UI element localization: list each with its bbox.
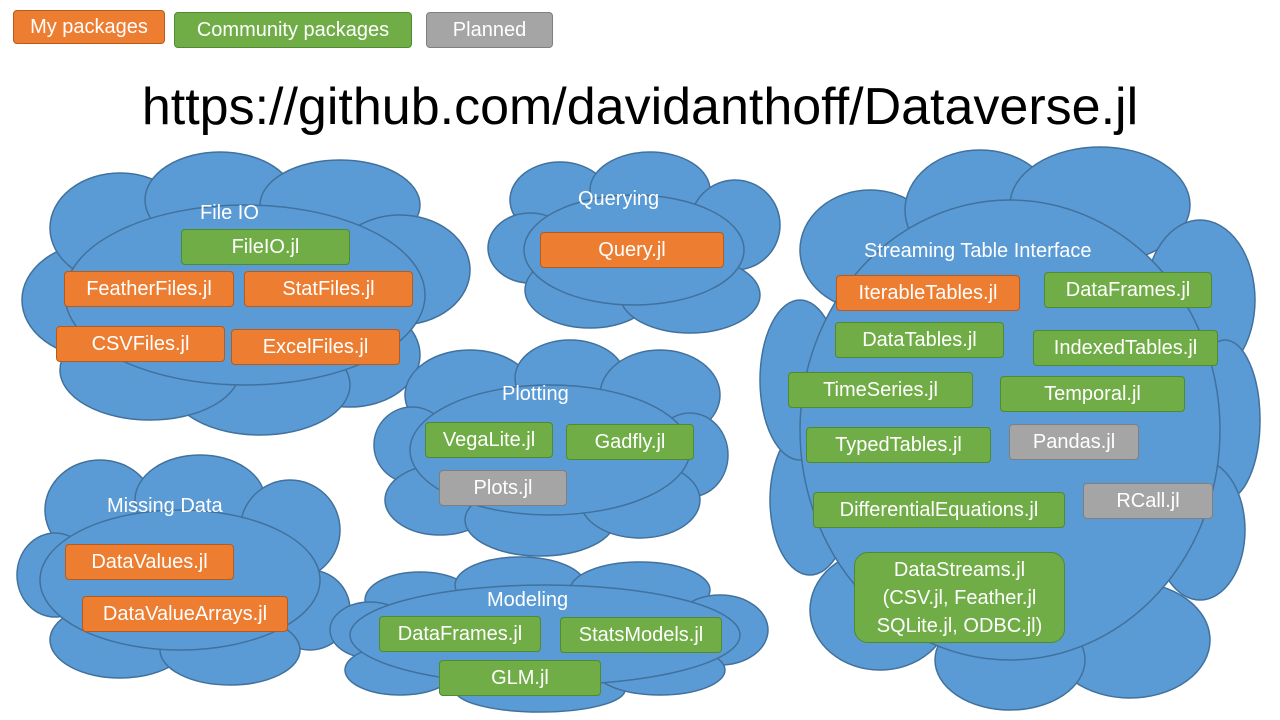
legend-planned: Planned <box>426 12 553 48</box>
datastreams-line-2: (CSV.jl, Feather.jl <box>882 586 1037 609</box>
fileio-title: File IO <box>200 202 259 224</box>
package-query: Query.jl <box>540 232 724 268</box>
package-typedtables: TypedTables.jl <box>806 427 991 463</box>
querying-title: Querying <box>578 188 660 210</box>
missing-title: Missing Data <box>107 495 223 517</box>
package-statsmodels: StatsModels.jl <box>560 617 722 653</box>
package-rcall: RCall.jl <box>1083 483 1213 519</box>
package-datavalues: DataValues.jl <box>65 544 234 580</box>
package-differentialequations: DifferentialEquations.jl <box>813 492 1065 528</box>
package-fileio: FileIO.jl <box>181 229 350 265</box>
legend-community-packages: Community packages <box>174 12 412 48</box>
legend-my-packages: My packages <box>13 10 165 44</box>
package-gadfly: Gadfly.jl <box>566 424 694 460</box>
package-temporal: Temporal.jl <box>1000 376 1185 412</box>
package-iterabletables: IterableTables.jl <box>836 275 1020 311</box>
package-datatables: DataTables.jl <box>835 322 1004 358</box>
package-datavaluearrays: DataValueArrays.jl <box>82 596 288 632</box>
package-timeseries: TimeSeries.jl <box>788 372 973 408</box>
page-title: https://github.com/davidanthoff/Datavers… <box>141 78 1139 136</box>
streaming-title: Streaming Table Interface <box>864 240 1092 262</box>
package-datastreams: DataStreams.jl (CSV.jl, Feather.jl SQLit… <box>854 552 1065 643</box>
package-indexedtables: IndexedTables.jl <box>1033 330 1218 366</box>
datastreams-line-3: SQLite.jl, ODBC.jl) <box>876 614 1043 637</box>
modeling-title: Modeling <box>487 589 569 611</box>
package-statfiles: StatFiles.jl <box>244 271 413 307</box>
package-dataframes-modeling: DataFrames.jl <box>379 616 541 652</box>
datastreams-line-1: DataStreams.jl <box>893 558 1026 581</box>
package-pandas: Pandas.jl <box>1009 424 1139 460</box>
package-glm: GLM.jl <box>439 660 601 696</box>
package-csvfiles: CSVFiles.jl <box>56 326 225 362</box>
package-plots: Plots.jl <box>439 470 567 506</box>
plotting-title: Plotting <box>502 383 569 405</box>
package-excelfiles: ExcelFiles.jl <box>231 329 400 365</box>
package-featherfiles: FeatherFiles.jl <box>64 271 234 307</box>
package-vegalite: VegaLite.jl <box>425 422 553 458</box>
package-dataframes-streaming: DataFrames.jl <box>1044 272 1212 308</box>
